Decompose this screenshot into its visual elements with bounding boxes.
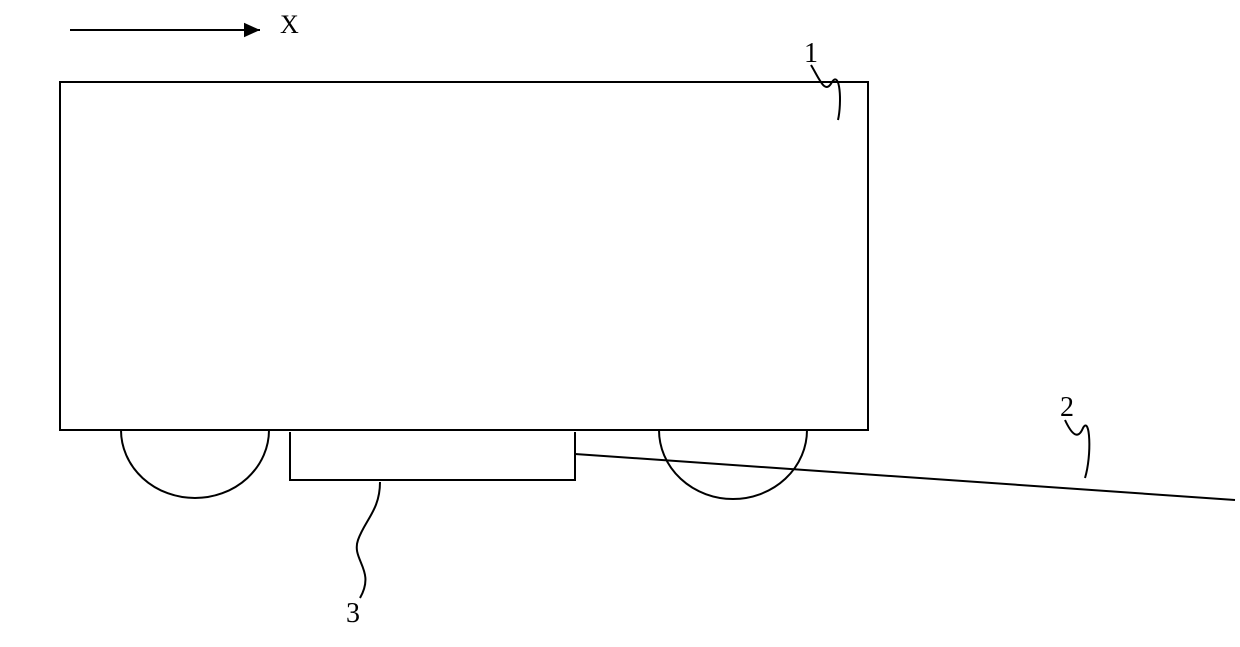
callout-label-2: 2 [1060,392,1074,424]
callout-label-1: 1 [804,38,818,70]
callout-label-3: 3 [346,598,360,630]
schematic-diagram: X 1 2 3 [0,0,1240,647]
axis-label-x: X [280,10,299,40]
diagram-svg [0,0,1240,647]
